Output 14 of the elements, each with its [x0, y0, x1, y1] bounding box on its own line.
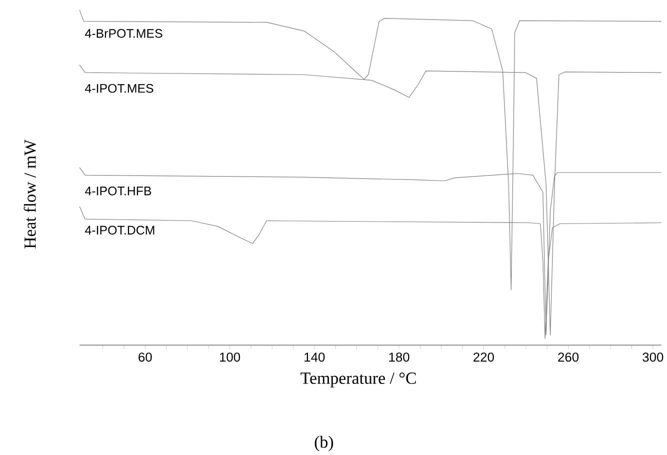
series-label: 4-IPOT.HFB [85, 186, 152, 196]
x-tick-label: 100 [220, 352, 240, 362]
x-tick-label: 220 [474, 352, 494, 362]
x-tick-label: 300 [642, 352, 664, 362]
series-label: 4-BrPOT.MES [85, 28, 162, 38]
series-label: 4-IPOT.MES [85, 84, 154, 93]
x-tick-label: 260 [558, 352, 579, 362]
x-tick-label: 140 [304, 352, 325, 362]
x-tick-label: 60 [138, 352, 152, 362]
series-label: 4-IPOT.DCM [85, 226, 154, 234]
x-axis-title: Temperature / °C [300, 372, 416, 388]
x-tick-label: 180 [389, 352, 410, 362]
text: (b) [314, 436, 334, 451]
y-axis-title: Heat flow / mW [24, 139, 36, 248]
